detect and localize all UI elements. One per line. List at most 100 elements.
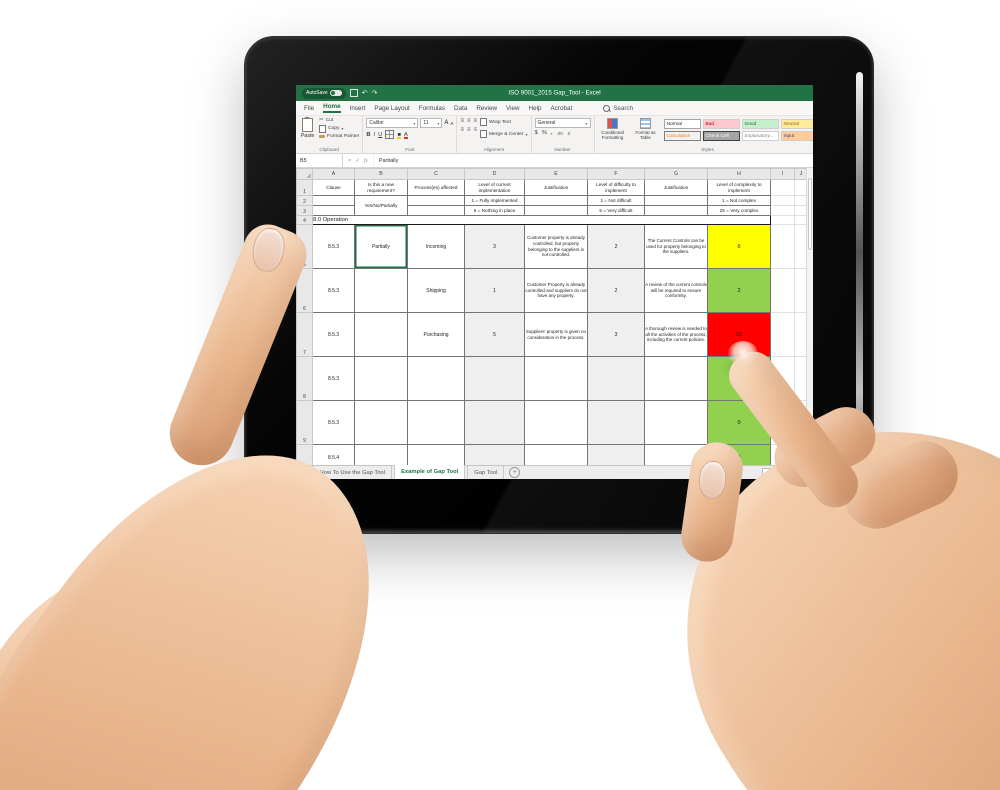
impl-score-cell[interactable]: 1 xyxy=(464,268,525,313)
tab-view[interactable]: View xyxy=(506,104,520,112)
sheet-tab-gap-tool[interactable]: Gap Tool xyxy=(467,465,505,479)
align-left-icon[interactable]: ≡ xyxy=(460,127,464,133)
tab-insert[interactable]: Insert xyxy=(349,104,366,112)
wrap-text-button[interactable]: Wrap Text xyxy=(479,118,528,126)
italic-button[interactable]: I xyxy=(373,131,376,138)
row-header-2[interactable]: 2 xyxy=(296,195,313,206)
align-top-icon[interactable]: ≡ xyxy=(460,118,464,124)
hint-yes-no-partially[interactable]: Yes/No/Partially xyxy=(354,195,408,216)
clause-cell[interactable]: 8.5.3 xyxy=(312,400,355,445)
clause-cell[interactable]: 8.5.3 xyxy=(312,268,355,313)
section-header-cell[interactable]: 8.0 Operation xyxy=(312,215,771,225)
column-header-b[interactable]: B xyxy=(354,168,408,180)
cancel-icon[interactable]: × xyxy=(348,157,352,164)
column-header-g[interactable]: G xyxy=(644,168,708,180)
conditional-formatting-button[interactable]: Conditional Formatting xyxy=(598,118,628,141)
tab-home[interactable]: Home xyxy=(323,103,341,113)
cut-button[interactable]: ✂ Cut xyxy=(319,117,359,124)
hint-diff-low[interactable]: 1 = Not difficult xyxy=(587,195,645,206)
bold-button[interactable]: B xyxy=(366,131,371,138)
redo-icon[interactable]: ↷ xyxy=(371,89,378,97)
row-header-10[interactable] xyxy=(296,444,313,465)
hint-diff-high[interactable]: 5 = Very difficult xyxy=(587,205,645,216)
hint-complex-high[interactable]: 25 = Very complex xyxy=(707,205,771,216)
clause-cell[interactable]: 8.5.4 xyxy=(312,444,355,465)
header-clause[interactable]: Clause xyxy=(312,179,355,196)
justification-cell[interactable]: A review of the current controls will be… xyxy=(644,268,708,313)
hint-impl-high[interactable]: 5 = Nothing in place xyxy=(464,205,525,216)
tab-file[interactable]: File xyxy=(304,104,315,112)
name-box[interactable]: B5 xyxy=(296,154,343,167)
header-new-requirement[interactable]: Is this a new requirement? xyxy=(354,179,408,196)
row-header-7[interactable]: 7 xyxy=(296,312,313,357)
row-header-4[interactable]: 4 xyxy=(296,215,313,225)
diff-score-cell[interactable]: 2 xyxy=(587,268,645,313)
tab-data[interactable]: Data xyxy=(454,104,468,112)
column-header-d[interactable]: D xyxy=(464,168,525,180)
comma-style-button[interactable]: , xyxy=(550,130,553,136)
number-format-select[interactable]: General ▾ xyxy=(534,118,591,128)
selected-cell-b5[interactable]: Partially xyxy=(354,224,408,269)
row-header-8[interactable]: 8 xyxy=(296,356,313,401)
column-header-c[interactable]: C xyxy=(407,168,465,180)
justification-cell[interactable]: The Current Controls can be used for pro… xyxy=(644,224,708,269)
merge-center-button[interactable]: Merge & Center ▾ xyxy=(479,130,528,138)
hint-impl-low[interactable]: 1 = Fully implemented xyxy=(464,195,525,206)
impl-score-cell[interactable]: 5 xyxy=(464,312,525,357)
column-header-e[interactable]: E xyxy=(524,168,588,180)
diff-score-cell[interactable]: 3 xyxy=(587,312,645,357)
align-middle-icon[interactable]: ≡ xyxy=(466,118,471,124)
font-size-select[interactable]: 11 ▾ xyxy=(420,118,443,128)
header-justification-2[interactable]: Justification xyxy=(644,179,708,196)
tab-review[interactable]: Review xyxy=(476,104,497,112)
column-header-i[interactable]: I xyxy=(770,168,795,180)
underline-button[interactable]: U xyxy=(378,131,383,138)
column-header-h[interactable]: H xyxy=(707,168,771,180)
percent-style-button[interactable]: % xyxy=(541,130,547,136)
align-right-icon[interactable]: ≡ xyxy=(473,127,477,133)
tab-acrobat[interactable]: Acrobat xyxy=(550,104,573,112)
header-process-affected[interactable]: Process(es) affected xyxy=(407,179,465,196)
justification-cell[interactable]: A thorough review is needed to all the a… xyxy=(644,312,708,357)
diff-score-cell[interactable]: 2 xyxy=(587,224,645,269)
process-cell[interactable]: Purchasing xyxy=(407,312,465,357)
autosave-switch[interactable] xyxy=(329,90,342,96)
justification-cell[interactable]: Customer Property is already controlled … xyxy=(524,268,588,313)
shrink-font-button[interactable]: A xyxy=(450,120,454,126)
style-input[interactable]: Input xyxy=(780,131,813,141)
tab-page-layout[interactable]: Page Layout xyxy=(374,104,410,112)
clause-cell[interactable]: 8.5.3 xyxy=(312,224,355,269)
save-icon[interactable] xyxy=(349,89,358,97)
font-color-button[interactable]: A xyxy=(403,131,408,139)
enter-icon[interactable]: ✓ xyxy=(355,157,360,164)
row-header-6[interactable]: 6 xyxy=(296,268,313,313)
row-header-9[interactable]: 9 xyxy=(296,400,313,445)
hint-complex-low[interactable]: 1 = Not complex xyxy=(707,195,771,206)
justification-cell[interactable]: Suppliers' property is given no consider… xyxy=(524,312,588,357)
borders-button[interactable] xyxy=(385,130,395,139)
clause-cell[interactable]: 8.5.3 xyxy=(312,356,355,401)
style-good[interactable]: Good xyxy=(741,119,779,129)
vertical-scrollbar[interactable] xyxy=(806,168,813,465)
paste-button[interactable]: Paste xyxy=(299,117,316,139)
column-header-a[interactable]: A xyxy=(312,168,355,180)
header-level-difficulty[interactable]: Level of difficulty to implement xyxy=(587,179,645,196)
select-all-corner[interactable] xyxy=(296,168,313,180)
impl-score-cell[interactable]: 3 xyxy=(464,224,525,269)
autosave-toggle[interactable]: AutoSave xyxy=(302,87,346,99)
tab-help[interactable]: Help xyxy=(528,104,542,112)
scrollbar-thumb[interactable] xyxy=(808,178,812,250)
complexity-score-cell[interactable]: 6 xyxy=(707,224,771,269)
sheet-tab-example-active[interactable]: Example of Gap Tool xyxy=(394,464,466,479)
process-cell[interactable]: Shipping xyxy=(407,268,465,313)
style-normal[interactable]: Normal xyxy=(663,119,701,129)
format-as-table-button[interactable]: Format as Table xyxy=(631,118,661,141)
format-painter-button[interactable]: Format Painter xyxy=(319,134,359,139)
row-header-3[interactable]: 3 xyxy=(296,205,313,216)
style-neutral[interactable]: Neutral xyxy=(780,119,813,129)
header-justification-1[interactable]: Justification xyxy=(524,179,588,196)
column-header-f[interactable]: F xyxy=(587,168,645,180)
undo-icon[interactable]: ↶ xyxy=(361,89,368,97)
style-bad[interactable]: Bad xyxy=(702,119,740,129)
tab-formulas[interactable]: Formulas xyxy=(418,104,446,112)
